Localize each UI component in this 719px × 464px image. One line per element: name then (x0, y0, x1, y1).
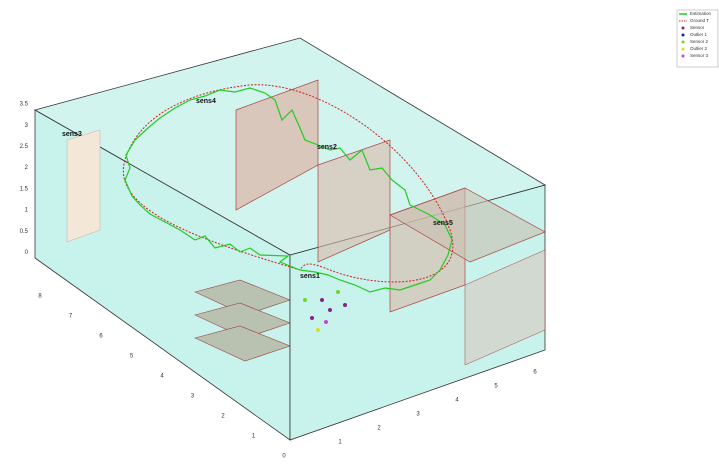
legend-label: Sensor 3 (690, 53, 709, 58)
legend-label: Outlier 2 (690, 46, 708, 51)
estimation (124, 87, 453, 293)
y-tick-label: 1 (252, 434, 256, 440)
legend-swatch (681, 47, 685, 51)
legend-label: Ground T (690, 18, 709, 23)
sensor-label: sens1 (300, 273, 320, 280)
legend-label: Sensor 2 (690, 39, 709, 44)
shelf (389, 187, 546, 263)
z-tick-label: 1.5 (20, 186, 29, 192)
point (303, 298, 307, 302)
y-tick-label: 2 (221, 414, 225, 420)
point (310, 316, 314, 320)
z-tick-label: 1 (25, 208, 29, 214)
z-tick-label: 3 (25, 123, 29, 129)
legend-label: Estimation (690, 11, 712, 16)
sensor-points (303, 290, 347, 332)
x-tick-label: 2 (377, 426, 381, 432)
x-tick-label: 6 (533, 370, 537, 376)
y-tick-label: 4 (160, 374, 164, 380)
sensor-label: sens4 (196, 98, 216, 105)
z-tick-label: 3.5 (20, 102, 29, 108)
z-tick-label: 0 (25, 250, 29, 256)
x-tick-label: 3 (416, 412, 420, 418)
legend-box (676, 9, 719, 68)
legend-swatch (681, 33, 685, 37)
z-tick-label: 0.5 (20, 229, 29, 235)
x-tick-label: 4 (455, 398, 459, 404)
point (336, 290, 340, 294)
point (316, 328, 320, 332)
legend-swatch (681, 54, 685, 58)
y-tick-label: 7 (69, 314, 73, 320)
x-tick-label: 1 (338, 440, 342, 446)
y-tick-label: 3 (191, 394, 195, 400)
point (328, 308, 332, 312)
legend-label: Sensor (690, 25, 705, 30)
y-tick-label: 0 (282, 454, 286, 459)
y-tick-label: 6 (99, 334, 103, 340)
wall (464, 249, 546, 366)
legend-swatch (681, 40, 685, 44)
z-tick-label: 2.5 (20, 144, 29, 150)
door (66, 129, 101, 243)
point (343, 303, 347, 307)
legend-label: Outlier 1 (690, 32, 708, 37)
point (324, 320, 328, 324)
sensor-label: sens3 (62, 131, 82, 138)
x-tick-label: 5 (494, 384, 498, 390)
z-tick-label: 2 (25, 165, 29, 171)
ground-truth (122, 84, 454, 283)
point (320, 298, 324, 302)
sensor-label: sens5 (433, 220, 453, 227)
y-tick-label: 5 (130, 354, 134, 360)
y-tick-label: 8 (38, 294, 42, 300)
legend-swatch (681, 26, 685, 30)
sensor-label: sens2 (317, 144, 337, 151)
shelf (194, 325, 291, 362)
